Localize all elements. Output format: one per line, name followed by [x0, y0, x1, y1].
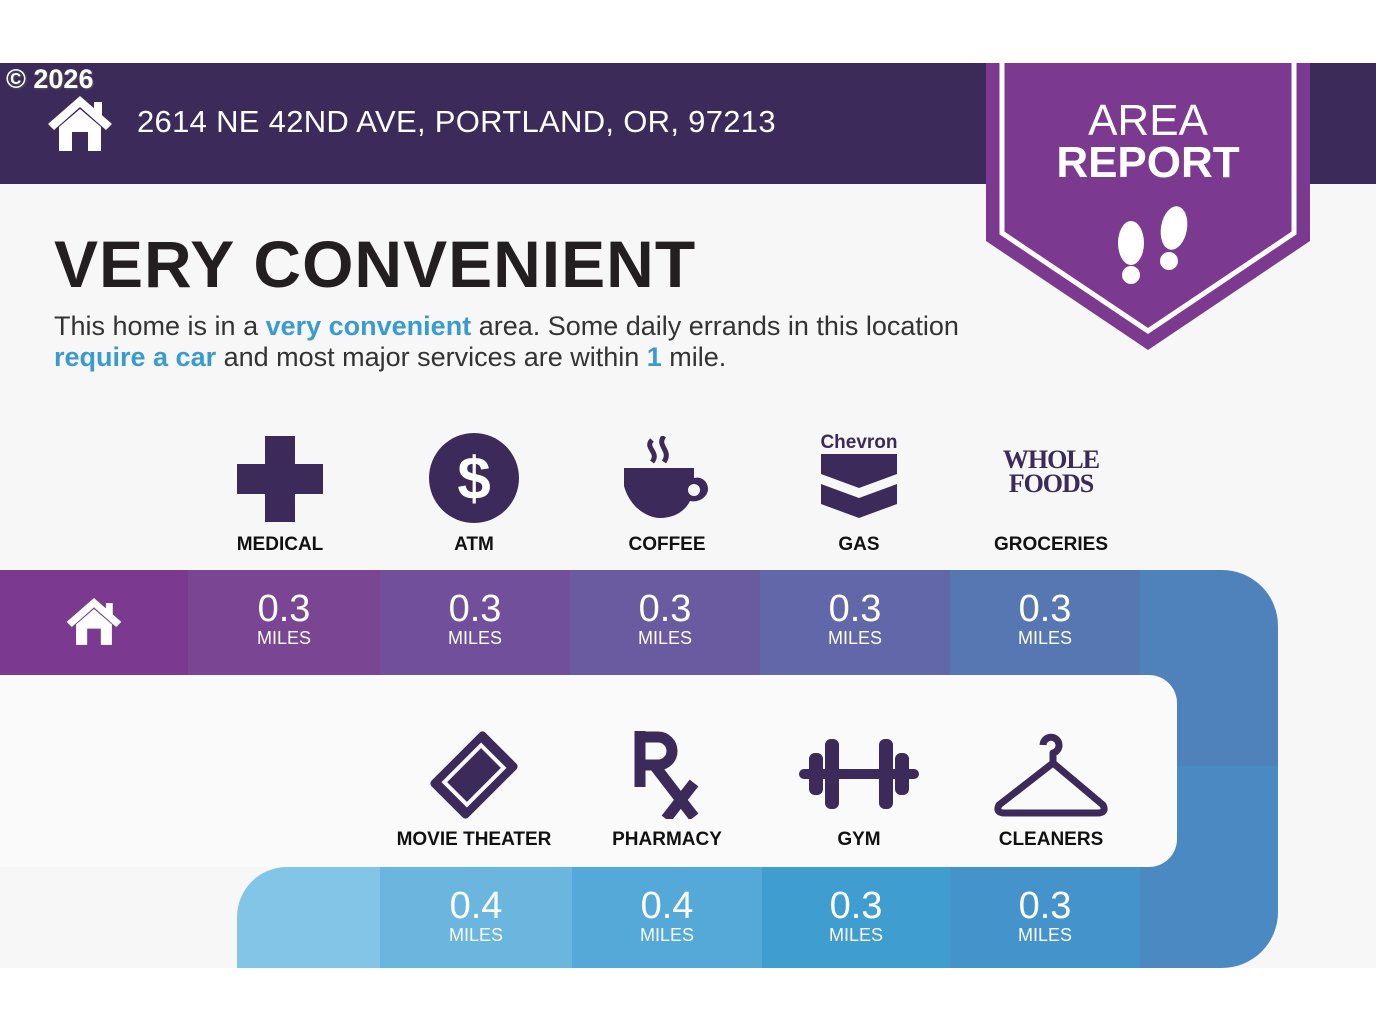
description: This home is in a very convenient area. …: [54, 311, 959, 372]
svg-text:$: $: [457, 445, 490, 512]
distance-medical: 0.3 MILES: [188, 570, 380, 675]
ticket-icon: [430, 731, 518, 819]
distance-cleaners: 0.3 MILES: [950, 867, 1140, 968]
label-atm: ATM: [454, 534, 494, 555]
badge-line2: REPORT: [1056, 138, 1240, 187]
home-icon: [66, 597, 122, 645]
distance-gas: 0.3 MILES: [760, 570, 950, 675]
rx-icon: [634, 731, 699, 819]
copyright: © 2026: [6, 64, 94, 94]
amenity-pharmacy: PHARMACY: [572, 725, 762, 855]
distance-atm: 0.3 MILES: [380, 570, 570, 675]
badge-line1: AREA: [1088, 96, 1208, 145]
footprints-icon: [1118, 206, 1188, 284]
amenity-coffee: COFFEE: [572, 430, 762, 560]
amenity-medical: MEDICAL: [185, 430, 375, 560]
label-groceries: GROCERIES: [993, 534, 1109, 555]
chevron-logo-text: Chevron: [820, 432, 898, 453]
home-segment: [0, 570, 188, 675]
amenity-atm: $ ATM: [379, 430, 569, 560]
middle-panel: [0, 675, 1177, 867]
label-medical: MEDICAL: [236, 534, 324, 555]
label-pharmacy: PHARMACY: [612, 829, 722, 850]
amenity-movie-theater: MOVIE THEATER: [379, 725, 569, 855]
amenity-groceries: WHOLE FOODS GROCERIES: [956, 430, 1146, 560]
badge-title: AREA REPORT: [1000, 96, 1296, 187]
distance-movie-theater: 0.4 MILES: [380, 867, 572, 968]
label-movie-theater: MOVIE THEATER: [396, 829, 552, 850]
whole-foods-logo-icon: WHOLE FOODS: [1002, 445, 1100, 498]
distance-gym: 0.3 MILES: [762, 867, 950, 968]
page-title: VERY CONVENIENT: [54, 227, 697, 301]
dumbbell-icon: [799, 739, 919, 809]
chevron-logo-icon: [821, 454, 897, 518]
label-gym: GYM: [837, 829, 881, 850]
address: 2614 NE 42ND AVE, PORTLAND, OR, 97213: [137, 104, 776, 139]
amenity-gas: Chevron GAS: [764, 430, 954, 560]
label-gas: GAS: [838, 534, 880, 555]
label-coffee: COFFEE: [628, 534, 706, 555]
coffee-cup-icon: [624, 436, 708, 518]
area-report-badge: [986, 63, 1310, 350]
medical-cross-icon: [237, 436, 323, 522]
hanger-icon: [994, 733, 1108, 817]
dollar-icon: $: [429, 433, 519, 523]
band-start: [237, 867, 380, 968]
amenity-cleaners: CLEANERS: [956, 725, 1146, 855]
distance-groceries: 0.3 MILES: [950, 570, 1140, 675]
distance-pharmacy: 0.4 MILES: [572, 867, 762, 968]
amenity-gym: GYM: [764, 725, 954, 855]
distance-coffee: 0.3 MILES: [570, 570, 760, 675]
label-cleaners: CLEANERS: [998, 829, 1104, 850]
home-icon: [48, 96, 112, 151]
